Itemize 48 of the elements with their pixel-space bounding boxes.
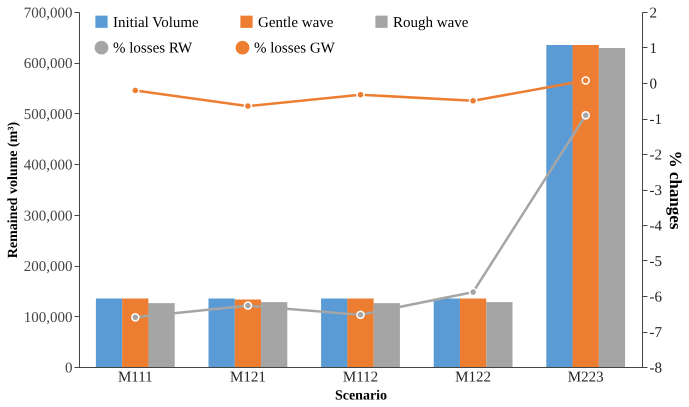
y-tick-label: 700,000 xyxy=(24,6,72,22)
y2-tick-label: -7 xyxy=(650,325,662,341)
bar xyxy=(321,298,348,367)
x-axis-title: Scenario xyxy=(334,388,388,404)
point xyxy=(581,76,590,85)
bar xyxy=(434,298,460,367)
y-tick-label: 100,000 xyxy=(24,310,72,326)
legend-label: Gentle wave xyxy=(258,14,334,31)
y2-axis-title: % changes xyxy=(666,150,685,230)
x-tick-label: M112 xyxy=(342,370,378,386)
x-tick-label: M223 xyxy=(568,370,604,386)
point xyxy=(581,111,590,120)
y2-tick-label: 2 xyxy=(650,6,657,22)
y2-tick-label: -1 xyxy=(650,112,662,128)
bar xyxy=(122,298,148,367)
y2-tick-label: -6 xyxy=(650,290,662,306)
bar xyxy=(234,300,262,367)
point xyxy=(131,313,140,322)
bar xyxy=(460,298,486,367)
x-tick-label: M122 xyxy=(455,370,492,386)
y-tick-label: 500,000 xyxy=(24,106,72,123)
y-tick-label: 300,000 xyxy=(24,208,72,224)
point xyxy=(356,310,365,320)
bar xyxy=(208,298,235,367)
y-tick-label: 200,000 xyxy=(24,259,72,276)
y2-tick-label: -8 xyxy=(650,360,662,376)
bar xyxy=(96,298,122,367)
legend-label: Initial Volume xyxy=(113,14,200,31)
y-tick-label: 0 xyxy=(65,360,72,376)
y-axis-title: Remained volume (m³) xyxy=(6,121,21,258)
legend-label: % losses GW xyxy=(254,40,336,57)
y2-tick-label: -4 xyxy=(650,218,662,234)
y2-tick-label: 1 xyxy=(650,41,657,57)
y2-tick-label: -2 xyxy=(650,148,662,164)
legend-label: % losses RW xyxy=(113,40,194,57)
bar xyxy=(486,302,513,367)
point xyxy=(244,301,252,310)
bar xyxy=(598,48,626,367)
y-tick-label: 600,000 xyxy=(24,56,72,72)
y2-tick-label: -5 xyxy=(650,254,662,270)
y2-tick-label: 0 xyxy=(650,76,657,92)
y2-tick-label: -3 xyxy=(650,183,662,199)
x-tick-label: M111 xyxy=(118,370,153,386)
x-tick-label: M121 xyxy=(230,370,266,386)
bar xyxy=(347,298,374,367)
y-tick-label: 400,000 xyxy=(24,158,72,174)
legend-label: Rough wave xyxy=(393,14,469,31)
bar xyxy=(546,44,573,367)
